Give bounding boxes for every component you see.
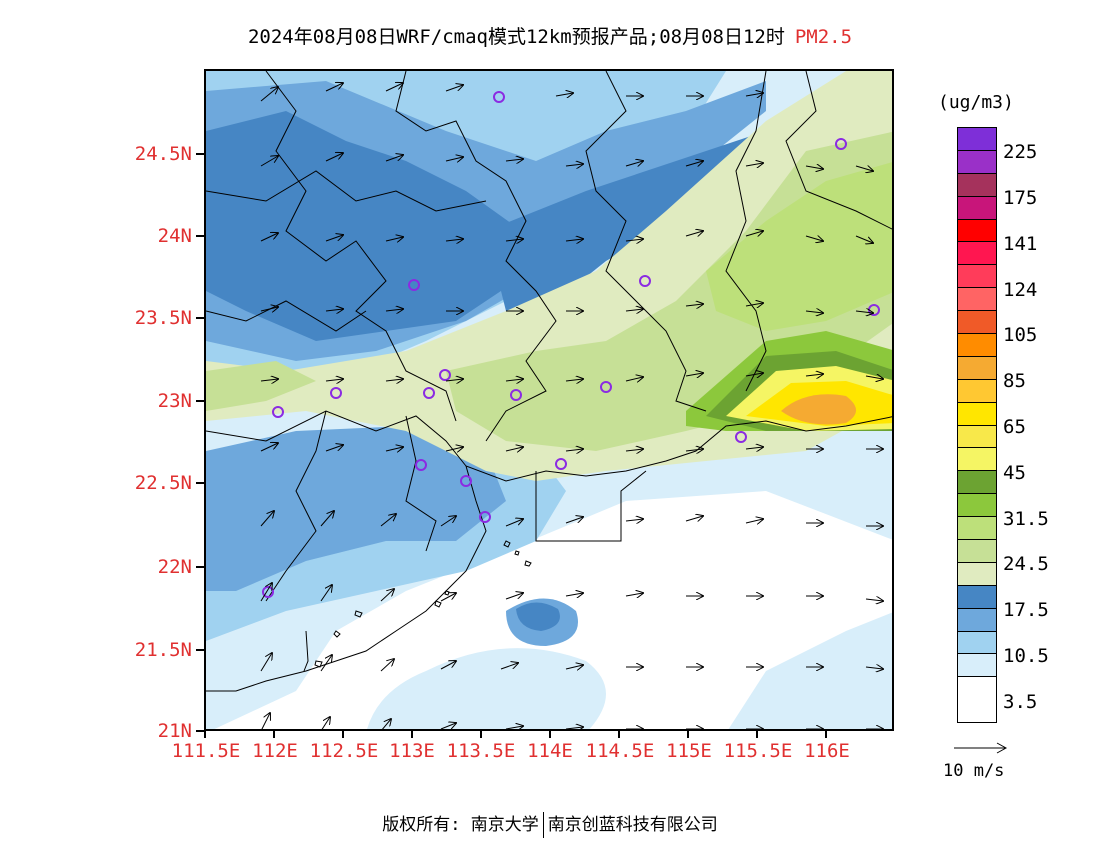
colorbar-label: 124: [1003, 279, 1038, 301]
colorbar-segment: [958, 654, 996, 678]
colorbar-unit: (ug/m3): [938, 92, 1014, 113]
chart-title: 2024年08月08日WRF/cmaq模式12km预报产品;08月08日12时 P…: [0, 22, 1100, 49]
lon-label: 115.5E: [723, 740, 793, 762]
colorbar-segment: [958, 173, 996, 197]
wind-reference-arrow-icon: [954, 742, 1008, 754]
colorbar-segment: [958, 288, 996, 312]
lon-tick: [204, 731, 206, 738]
pm25-map: [206, 71, 892, 729]
colorbar-segment: [958, 517, 996, 541]
wind-vectors: [260, 83, 883, 729]
colorbar-label: 17.5: [1003, 599, 1049, 621]
colorbar-segment: [958, 540, 996, 563]
colorbar-segment: [958, 242, 996, 266]
lat-tick: [196, 235, 204, 237]
title-species: PM2.5: [794, 26, 853, 48]
colorbar-label: 141: [1003, 233, 1038, 255]
title-main: 2024年08月08日WRF/cmaq模式12km预报产品;08月08日12时: [247, 26, 785, 48]
colorbar: [957, 127, 997, 723]
lat-label: 22.5N: [134, 472, 192, 494]
colorbar-segment: [958, 425, 996, 449]
lat-tick: [196, 566, 204, 568]
copyright-owner: 版权所有: 南京大学: [382, 815, 539, 835]
lon-tick: [273, 731, 275, 738]
mid-blue-zone-southwest: [206, 426, 506, 591]
colorbar-segment: [958, 379, 996, 403]
lon-tick: [342, 731, 344, 738]
lon-tick: [687, 731, 689, 738]
lon-label: 114.5E: [585, 740, 655, 762]
colorbar-segment: [958, 265, 996, 289]
colorbar-label: 85: [1003, 370, 1026, 392]
footer-divider: [542, 812, 544, 838]
colorbar-segment: [958, 219, 996, 243]
colorbar-segment: [958, 311, 996, 335]
colorbar-segment: [958, 608, 996, 632]
colorbar-label: 105: [1003, 324, 1038, 346]
colorbar-segment: [958, 402, 996, 426]
orange-zone-small: [796, 406, 821, 419]
lon-label: 113E: [389, 740, 435, 762]
lat-label: 23.5N: [134, 307, 192, 329]
colorbar-segment: [958, 562, 996, 586]
lon-tick: [411, 731, 413, 738]
colorbar-label: 175: [1003, 187, 1038, 209]
lon-tick: [756, 731, 758, 738]
lon-label: 115E: [666, 740, 712, 762]
lon-label: 112.5E: [309, 740, 379, 762]
map-panel: [204, 69, 894, 731]
wind-reference-label: 10 m/s: [943, 761, 1005, 781]
green-zone: [706, 162, 892, 331]
colorbar-label: 31.5: [1003, 508, 1049, 530]
colorbar-segment: [958, 631, 996, 655]
admin-boundaries: [206, 71, 892, 692]
lat-tick: [196, 400, 204, 402]
lat-label: 21N: [157, 720, 192, 742]
lat-label: 22N: [157, 556, 192, 578]
dark-blue-sea-patch: [516, 602, 560, 631]
colorbar-segment: [958, 128, 996, 151]
lat-tick: [196, 317, 204, 319]
lat-label: 21.5N: [134, 639, 192, 661]
lat-tick: [196, 153, 204, 155]
lon-label: 112E: [252, 740, 298, 762]
islands: [303, 540, 532, 672]
colorbar-segment: [958, 677, 996, 701]
monitoring-stations: [262, 91, 880, 598]
colorbar-label: 24.5: [1003, 553, 1049, 575]
colorbar-segment: [958, 334, 996, 357]
lon-label: 114E: [527, 740, 573, 762]
lat-label: 24.5N: [134, 143, 192, 165]
colorbar-segment: [958, 585, 996, 609]
lon-label: 116E: [804, 740, 850, 762]
lon-label: 113.5E: [446, 740, 516, 762]
colorbar-label: 45: [1003, 462, 1026, 484]
lat-label: 24N: [157, 225, 192, 247]
copyright-partner: 南京创蓝科技有限公司: [547, 815, 718, 835]
colorbar-label: 3.5: [1003, 691, 1038, 713]
colorbar-segment: [958, 471, 996, 495]
lon-label: 111.5E: [171, 740, 241, 762]
lon-tick: [549, 731, 551, 738]
lon-tick: [480, 731, 482, 738]
copyright-footer: 版权所有: 南京大学 南京创蓝科技有限公司: [0, 810, 1100, 838]
lon-tick: [618, 731, 620, 738]
lat-tick: [196, 649, 204, 651]
lat-tick: [196, 730, 204, 732]
colorbar-segment: [958, 196, 996, 220]
lat-label: 23N: [157, 390, 192, 412]
lat-tick: [196, 482, 204, 484]
colorbar-segment: [958, 356, 996, 380]
colorbar-segment: [958, 448, 996, 472]
lon-tick: [825, 731, 827, 738]
colorbar-label: 65: [1003, 416, 1026, 438]
colorbar-label: 10.5: [1003, 645, 1049, 667]
green-zone-west: [206, 361, 316, 411]
sea-blue-patch-south: [367, 648, 606, 729]
colorbar-segment: [958, 494, 996, 518]
colorbar-label: 225: [1003, 141, 1038, 163]
colorbar-segment: [958, 150, 996, 174]
